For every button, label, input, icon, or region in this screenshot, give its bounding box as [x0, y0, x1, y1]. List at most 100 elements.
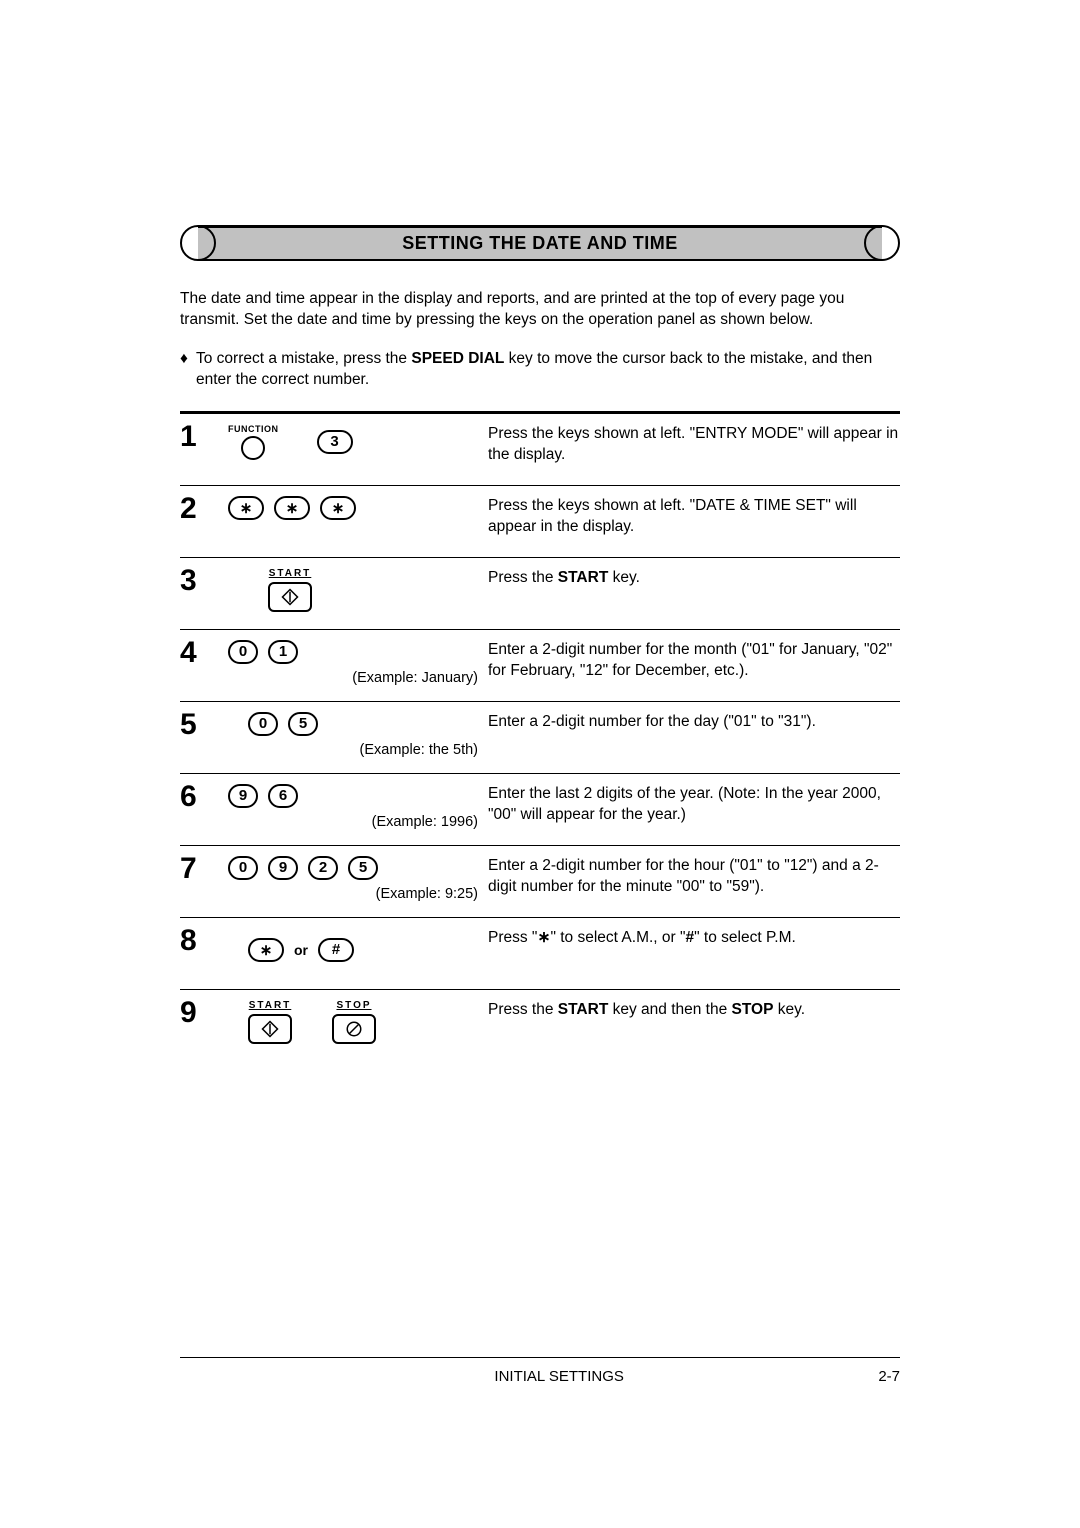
- desc-post: " to select P.M.: [694, 929, 796, 946]
- step-row: 8 ∗ or # Press "∗" to select A.M., or "#…: [180, 918, 900, 990]
- key-2: 2: [308, 856, 338, 880]
- steps-table: 1 FUNCTION 3 Press the keys shown at lef…: [180, 411, 900, 1062]
- key-row: 9 6: [228, 784, 488, 808]
- desc-pre: Press the: [488, 569, 558, 586]
- start-label: START: [249, 1000, 292, 1011]
- stop-key-icon: [332, 1014, 376, 1044]
- step-keys: FUNCTION 3: [228, 422, 488, 477]
- key-row: ∗ or #: [228, 928, 488, 962]
- desc-b1: ∗: [537, 929, 550, 946]
- step-description: Enter a 2-digit number for the hour ("01…: [488, 854, 900, 909]
- step-row: 6 9 6 (Example: 1996) Enter the last 2 d…: [180, 774, 900, 846]
- key-9: 9: [228, 784, 258, 808]
- key-star: ∗: [228, 496, 264, 520]
- step-number: 5: [180, 710, 228, 765]
- desc-mid: " to select A.M., or ": [550, 929, 685, 946]
- key-row: FUNCTION 3: [228, 424, 488, 460]
- step-number: 4: [180, 638, 228, 693]
- step-description: Enter a 2-digit number for the day ("01"…: [488, 710, 900, 765]
- key-0: 0: [248, 712, 278, 736]
- footer-spacer: [180, 1368, 240, 1385]
- key-1: 1: [268, 640, 298, 664]
- title-border-bottom: [198, 259, 882, 262]
- key-row: 0 1: [228, 640, 488, 664]
- start-key-icon: [248, 1014, 292, 1044]
- page-footer: INITIAL SETTINGS 2-7: [180, 1357, 900, 1385]
- desc-post: key.: [608, 569, 640, 586]
- desc-b1: START: [558, 1001, 609, 1018]
- bullet-text: To correct a mistake, press the SPEED DI…: [196, 349, 900, 391]
- page-content: SETTING THE DATE AND TIME The date and t…: [180, 225, 900, 1062]
- start-key-icon: [268, 582, 312, 612]
- bullet-prefix: To correct a mistake, press the: [196, 350, 411, 367]
- key-star: ∗: [320, 496, 356, 520]
- step-row: 7 0 9 2 5 (Example: 9:25) Enter a 2-digi…: [180, 846, 900, 918]
- step-description: Press the keys shown at left. "DATE & TI…: [488, 494, 900, 549]
- key-0: 0: [228, 856, 258, 880]
- function-key-group: FUNCTION: [228, 424, 279, 460]
- example-text: (Example: 1996): [228, 814, 488, 830]
- function-key-icon: [241, 436, 265, 460]
- bullet-tip: ♦ To correct a mistake, press the SPEED …: [180, 349, 900, 391]
- key-9: 9: [268, 856, 298, 880]
- step-number: 1: [180, 422, 228, 477]
- step-row: 2 ∗ ∗ ∗ Press the keys shown at left. "D…: [180, 486, 900, 558]
- start-diamond-icon: [281, 588, 299, 606]
- key-5: 5: [288, 712, 318, 736]
- step-description: Press the keys shown at left. "ENTRY MOD…: [488, 422, 900, 477]
- step-row: 9 START STOP: [180, 990, 900, 1062]
- step-description: Press "∗" to select A.M., or "#" to sele…: [488, 926, 900, 981]
- step-keys: ∗ or #: [228, 926, 488, 981]
- desc-pre: Press the: [488, 1001, 558, 1018]
- step-row: 1 FUNCTION 3 Press the keys shown at lef…: [180, 414, 900, 486]
- example-text: (Example: 9:25): [228, 886, 488, 902]
- key-star: ∗: [274, 496, 310, 520]
- title-border-top: [198, 225, 882, 228]
- start-diamond-icon: [261, 1020, 279, 1038]
- section-title: SETTING THE DATE AND TIME: [180, 233, 900, 254]
- step-row: 3 START Press the START key.: [180, 558, 900, 630]
- desc-pre: Press ": [488, 929, 537, 946]
- step-number: 3: [180, 566, 228, 621]
- key-5: 5: [348, 856, 378, 880]
- start-key-group: START: [268, 568, 312, 612]
- step-keys: 0 9 2 5 (Example: 9:25): [228, 854, 488, 909]
- stop-label: STOP: [336, 1000, 371, 1011]
- key-hash: #: [318, 938, 354, 962]
- step-number: 7: [180, 854, 228, 909]
- desc-bold: START: [558, 569, 609, 586]
- step-keys: START STOP: [228, 998, 488, 1054]
- footer-page-number: 2-7: [878, 1368, 900, 1385]
- step-number: 2: [180, 494, 228, 549]
- step-keys: 0 5 (Example: the 5th): [228, 710, 488, 765]
- key-row: 0 9 2 5: [228, 856, 488, 880]
- section-title-bar: SETTING THE DATE AND TIME: [180, 225, 900, 261]
- example-text: (Example: the 5th): [228, 742, 488, 758]
- footer-section-name: INITIAL SETTINGS: [494, 1368, 623, 1385]
- start-label: START: [269, 568, 312, 579]
- intro-paragraph: The date and time appear in the display …: [180, 289, 900, 331]
- step-description: Press the START key.: [488, 566, 900, 621]
- function-label: FUNCTION: [228, 424, 279, 434]
- key-3: 3: [317, 430, 353, 454]
- step-keys: START: [228, 566, 488, 621]
- desc-post: key.: [773, 1001, 805, 1018]
- key-row: START: [228, 568, 488, 612]
- stop-key-group: STOP: [332, 1000, 376, 1044]
- step-number: 6: [180, 782, 228, 837]
- start-key-group: START: [248, 1000, 292, 1044]
- step-description: Enter the last 2 digits of the year. (No…: [488, 782, 900, 837]
- desc-mid: key and then the: [608, 1001, 731, 1018]
- bullet-bold: SPEED DIAL: [411, 350, 504, 367]
- step-keys: 9 6 (Example: 1996): [228, 782, 488, 837]
- key-6: 6: [268, 784, 298, 808]
- key-row: 0 5: [228, 712, 488, 736]
- desc-b2: #: [686, 929, 695, 946]
- step-keys: 0 1 (Example: January): [228, 638, 488, 693]
- step-keys: ∗ ∗ ∗: [228, 494, 488, 549]
- key-star: ∗: [248, 938, 284, 962]
- key-row: START STOP: [228, 1000, 488, 1044]
- stop-circle-icon: [345, 1020, 363, 1038]
- step-number: 9: [180, 998, 228, 1054]
- step-description: Press the START key and then the STOP ke…: [488, 998, 900, 1054]
